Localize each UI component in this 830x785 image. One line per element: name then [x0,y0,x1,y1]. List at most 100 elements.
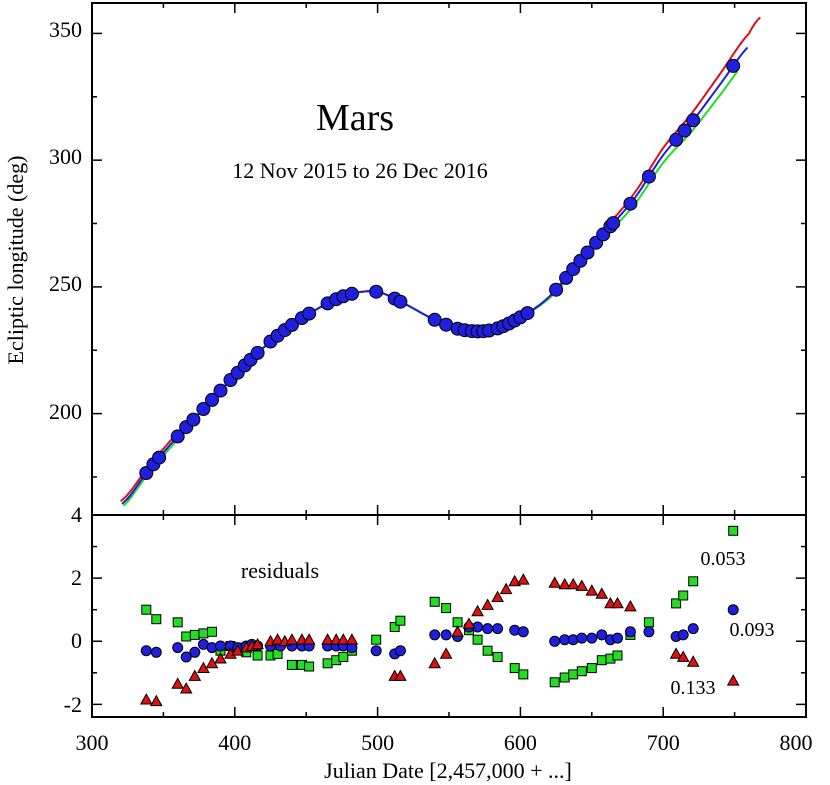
residual-triangle-point [285,633,299,645]
residual-square-point [509,663,520,674]
residual-circle-point [215,640,226,652]
residual-triangle-point [188,669,202,681]
y-axis-title: Ecliptic longitude (deg) [3,156,28,365]
residual-triangle-point [585,584,599,596]
annotation-red-sigma: 0.133 [671,677,716,699]
observation-point [677,123,692,138]
residual-square-point [286,659,297,670]
residual-circle-point [586,632,598,644]
residual-square-point [389,622,400,632]
fit-curve-green [122,70,739,507]
residual-circle-point [150,646,162,658]
residual-triangle-point [214,652,227,664]
observation-point [369,284,384,299]
observation-point [250,345,265,360]
residual-triangle-point [171,677,185,689]
residual-triangle-point [321,633,334,645]
residual-triangle-point [481,598,494,610]
fit-curve-blue [121,46,749,505]
residual-triangle-point [508,574,522,587]
residual-square-point [151,614,162,625]
residual-triangle-point [726,674,740,686]
top-panel-fit-curves [119,16,762,507]
residual-circle-point [549,635,561,647]
residual-circle-point [677,629,689,641]
bottom-y-tick-label: 0 [71,628,82,653]
observation-point [284,317,299,332]
residual-square-point [549,677,560,688]
residual-circle-point [624,626,636,638]
observation-point [152,450,167,465]
bottom-panel-residual-points [139,525,740,707]
observation-point [606,216,621,231]
residual-square-point [728,525,739,536]
residual-circle-point [517,626,529,638]
residual-square-point [172,617,183,628]
residual-triangle-point [566,577,580,590]
residual-triangle-point [686,655,700,667]
residual-circle-point [482,623,494,635]
residual-square-point [395,615,406,626]
x-axis-title: Julian Date [2,457,000 + ...] [324,758,572,783]
residual-circle-point [370,645,382,657]
residual-square-point [441,603,452,614]
residual-triangle-point [558,577,572,590]
residual-triangle-point [271,633,284,645]
observation-point [302,306,317,321]
residual-triangle-point [462,617,476,629]
residual-square-point [576,666,587,677]
residual-triangle-point [139,693,153,705]
residual-square-point [678,590,689,601]
residuals-label: residuals [241,558,319,583]
residual-square-point [612,650,623,661]
x-tick-label: 800 [780,730,813,755]
bottom-y-tick-label: 2 [71,565,82,590]
top-panel-frame [91,2,807,516]
residual-triangle-point [336,633,350,645]
residual-square-point [207,626,217,637]
residual-square-point [643,617,654,628]
axis-ticks [91,3,807,717]
residual-square-point [189,629,200,640]
bottom-y-tick-label: 4 [71,502,82,527]
observation-point [641,169,656,184]
observation-point [623,196,638,211]
annotation-blue-sigma: 0.093 [730,619,775,641]
observation-point [549,282,564,297]
residual-triangle-point [179,682,193,694]
x-tick-label: 600 [504,730,537,755]
observation-point [213,383,228,398]
observation-point [393,294,408,309]
residual-triangle-point [676,650,690,662]
residual-circle-point [492,623,504,635]
residual-square-point [322,658,333,669]
x-tick-label: 300 [76,730,109,755]
residual-circle-point [429,629,441,641]
residual-square-point [596,655,607,666]
observation-point [669,132,684,147]
residual-triangle-point [595,587,609,599]
residual-square-point [559,672,570,683]
residual-triangle-point [345,633,359,645]
residual-triangle-point [499,582,513,595]
residual-triangle-point [624,599,637,612]
annotation-green-sigma: 0.053 [701,548,746,570]
top-panel-observations [139,58,741,480]
x-tick-label: 500 [361,730,394,755]
residual-triangle-point [451,625,464,637]
residual-circle-point [180,651,192,663]
residual-circle-point [172,642,184,654]
residual-square-point [429,596,440,607]
residual-triangle-point [669,647,683,659]
residual-triangle-point [231,644,245,656]
residual-triangle-point [394,669,407,681]
residual-triangle-point [575,579,589,591]
residual-triangle-point [611,596,624,609]
residual-circle-point [189,646,201,658]
residual-triangle-point [428,656,442,669]
residual-circle-point [727,604,739,616]
observation-point [520,306,535,321]
observation-point [344,286,359,301]
x-tick-label: 400 [218,730,251,755]
